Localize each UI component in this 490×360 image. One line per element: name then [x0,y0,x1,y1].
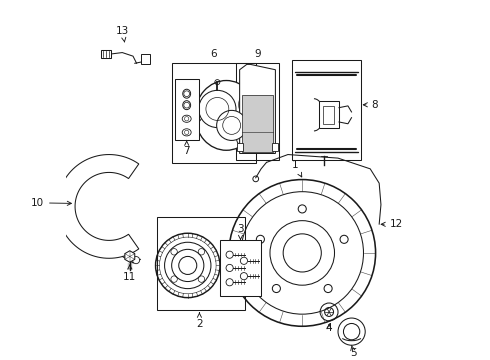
Text: 11: 11 [123,265,136,282]
Circle shape [132,257,140,264]
Circle shape [217,111,246,140]
Text: 10: 10 [31,198,72,208]
Bar [141,54,150,64]
Bar [174,80,199,140]
Polygon shape [240,64,275,153]
Bar [272,143,278,150]
Ellipse shape [189,101,203,122]
Bar [237,143,243,150]
Text: 4: 4 [326,323,332,333]
Text: 8: 8 [363,100,378,110]
Polygon shape [242,95,273,152]
Polygon shape [125,251,135,262]
Text: 2: 2 [196,313,203,329]
Ellipse shape [236,127,252,147]
Text: 12: 12 [381,219,403,229]
Text: 7: 7 [183,140,190,156]
Circle shape [199,90,236,127]
Bar [236,63,279,160]
Bar [172,63,256,163]
Text: 9: 9 [254,49,261,59]
Text: 5: 5 [350,345,357,358]
Ellipse shape [195,81,258,150]
Text: 13: 13 [116,26,129,42]
Bar [292,60,361,160]
Text: 3: 3 [237,224,244,240]
Bar [319,101,339,129]
Ellipse shape [239,93,253,116]
Bar [323,106,334,124]
Text: 1: 1 [292,160,302,177]
Polygon shape [57,154,139,258]
Bar [157,217,245,310]
Text: 6: 6 [210,49,217,59]
Bar [220,240,261,296]
Bar [101,50,111,58]
